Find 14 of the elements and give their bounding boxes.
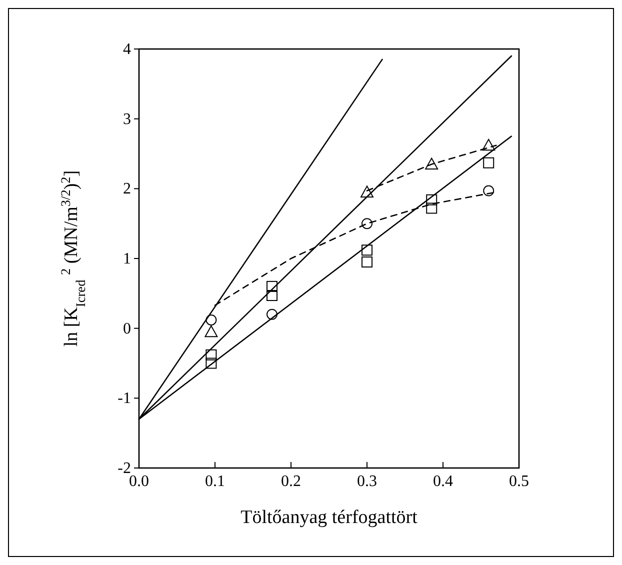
x-tick-label: 0.0 <box>129 473 149 490</box>
y-tick-label: 2 <box>123 180 131 198</box>
x-axis-title: Töltőanyag térfogattört <box>240 507 418 528</box>
x-tick-label: 0.2 <box>281 473 301 490</box>
y-tick-label: 0 <box>123 320 131 338</box>
x-tick-label: 0.4 <box>433 473 453 490</box>
x-tick-label: 0.5 <box>509 473 529 490</box>
y-tick-label: -2 <box>118 460 131 477</box>
y-tick-label: 1 <box>123 250 131 268</box>
y-tick-label: -1 <box>118 390 131 408</box>
x-tick-label: 0.1 <box>205 473 225 490</box>
y-tick-label: 4 <box>123 41 131 58</box>
x-tick-label: 0.3 <box>357 473 377 490</box>
y-tick-label: 3 <box>123 110 131 128</box>
